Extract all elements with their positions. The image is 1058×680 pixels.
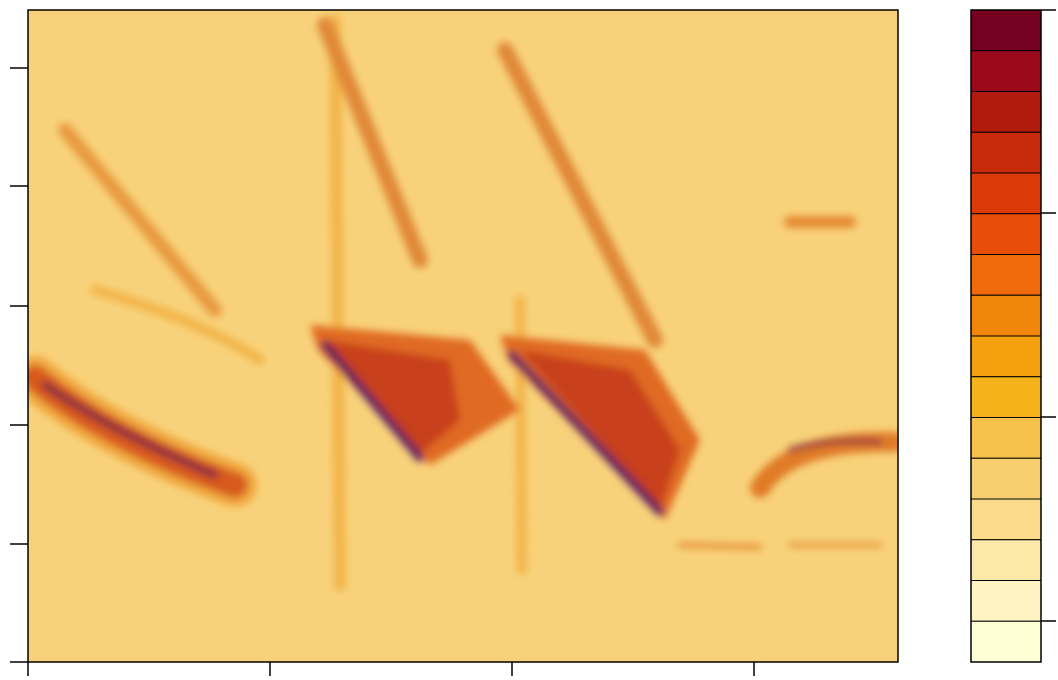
x-ticks <box>28 662 754 676</box>
colorbar-cell <box>971 621 1041 662</box>
colorbar-ticks <box>1041 10 1056 621</box>
colorbar-cell <box>971 540 1041 581</box>
colorbar-cell <box>971 581 1041 622</box>
colorbar-cell <box>971 499 1041 540</box>
colorbar-cell <box>971 336 1041 377</box>
colorbar-cell <box>971 295 1041 336</box>
plot-background <box>28 10 898 662</box>
spectrogram <box>28 10 898 662</box>
y-ticks <box>10 68 28 662</box>
page: {"chart_data": {"type": "filled-contour"… <box>0 0 1058 680</box>
colorbar-cell <box>971 132 1041 173</box>
colorbar-cell <box>971 458 1041 499</box>
chart <box>0 0 1058 680</box>
colorbar-cell <box>971 173 1041 214</box>
colorbar-cell <box>971 214 1041 255</box>
colorbar-cell <box>971 51 1041 92</box>
colorbar-cell <box>971 10 1041 51</box>
colorbar-cell <box>971 418 1041 459</box>
colorbar-cell <box>971 255 1041 296</box>
colorbar <box>971 10 1041 662</box>
colorbar-cell <box>971 92 1041 133</box>
colorbar-cell <box>971 377 1041 418</box>
